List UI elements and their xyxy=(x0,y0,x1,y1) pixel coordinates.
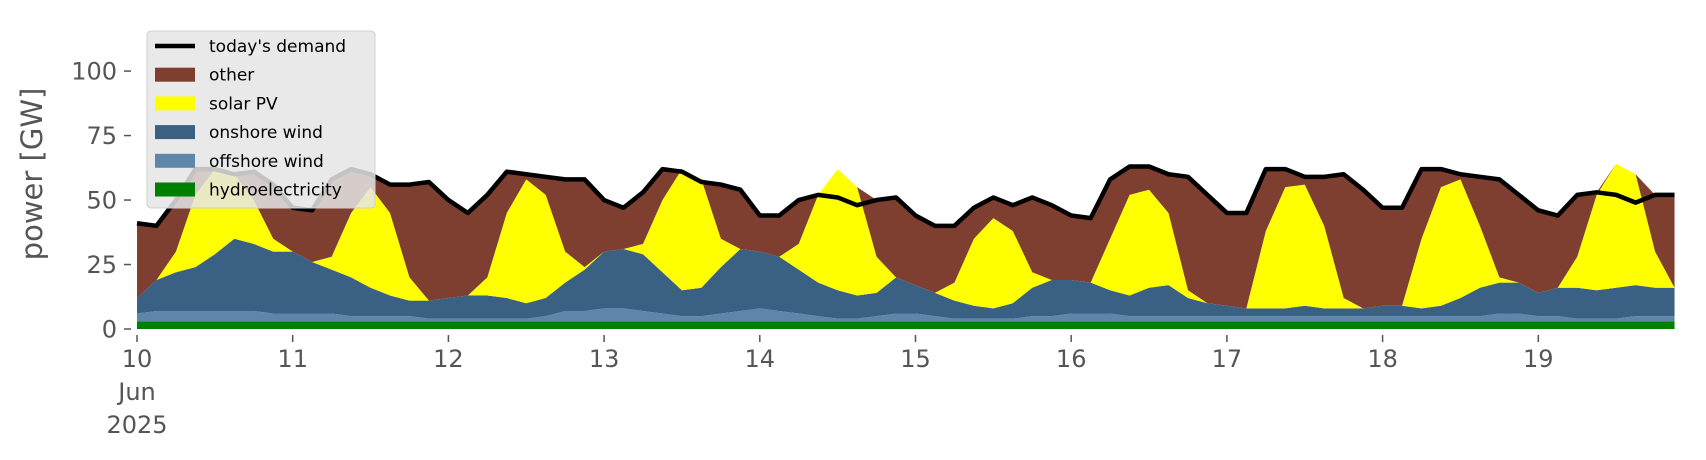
x-tick-label: 17 xyxy=(1212,345,1243,373)
area xyxy=(137,163,1675,309)
x-tick-label: 13 xyxy=(589,345,620,373)
x-tick-label: 14 xyxy=(745,345,776,373)
legend-label: hydroelectricity xyxy=(209,181,342,201)
legend-label: solar PV xyxy=(209,94,278,114)
y-tick-label: 50 xyxy=(86,187,117,215)
area xyxy=(137,238,1675,319)
x-tick-label: 16 xyxy=(1056,345,1087,373)
legend: today's demand other solar PV onshore wind o… xyxy=(146,30,376,209)
legend-label: other xyxy=(209,66,254,86)
x-tick-label: 11 xyxy=(277,345,308,373)
y-tick-label: 75 xyxy=(86,122,117,150)
x-tick-label-line: Jun xyxy=(116,378,156,406)
y-tick-label: 0 xyxy=(102,316,117,344)
x-tick-label-line: 2025 xyxy=(106,411,167,439)
legend-swatch xyxy=(155,67,195,82)
y-axis-label: power [GW] xyxy=(15,88,49,261)
x-tick-label: 12 xyxy=(433,345,464,373)
legend-swatch xyxy=(155,153,195,168)
area xyxy=(137,163,1675,309)
legend-box xyxy=(146,30,376,209)
x-tick-label: 15 xyxy=(900,345,931,373)
demand-line xyxy=(136,164,1675,229)
legend-label: today's demand xyxy=(209,37,346,57)
legend-label: onshore wind xyxy=(209,123,323,143)
x-tick-label: 19 xyxy=(1523,345,1554,373)
y-tick-label: 25 xyxy=(86,251,117,279)
legend-label: offshore wind xyxy=(209,152,324,172)
legend-swatch xyxy=(155,125,195,140)
x-tick-label: 10 Jun 2025 xyxy=(106,345,167,439)
y-tick-label: 100 xyxy=(71,58,117,86)
x-tick-label: 18 xyxy=(1367,345,1398,373)
legend-swatch xyxy=(155,96,195,111)
x-tick-label-line: 10 xyxy=(122,345,153,373)
legend-swatch xyxy=(155,182,195,197)
area xyxy=(137,308,1675,322)
area xyxy=(137,321,1675,329)
